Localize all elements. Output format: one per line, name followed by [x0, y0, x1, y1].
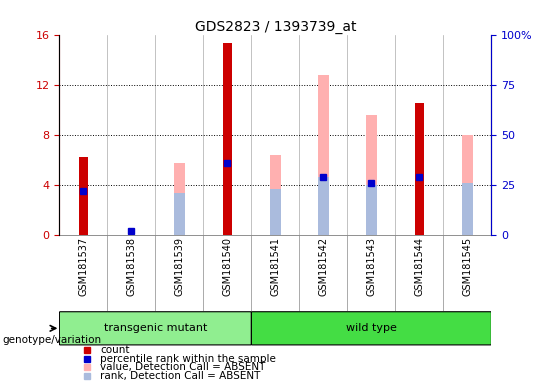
Text: GSM181542: GSM181542 [319, 237, 328, 296]
Title: GDS2823 / 1393739_at: GDS2823 / 1393739_at [194, 20, 356, 33]
Text: GSM181543: GSM181543 [367, 237, 376, 296]
Text: percentile rank within the sample: percentile rank within the sample [100, 354, 276, 364]
Bar [79, 157, 87, 235]
Bar [462, 183, 472, 235]
Text: count: count [100, 345, 130, 355]
Bar [174, 193, 185, 235]
Bar [462, 135, 472, 235]
Bar [270, 155, 281, 235]
Bar [415, 103, 424, 235]
Text: value, Detection Call = ABSENT: value, Detection Call = ABSENT [100, 362, 266, 372]
Bar [270, 189, 281, 235]
Text: GSM181539: GSM181539 [174, 237, 184, 296]
Text: transgenic mutant: transgenic mutant [104, 323, 207, 333]
Text: rank, Detection Call = ABSENT: rank, Detection Call = ABSENT [100, 371, 261, 381]
Text: GSM181544: GSM181544 [414, 237, 424, 296]
Bar [318, 74, 329, 235]
Bar [366, 185, 377, 235]
Bar [318, 177, 329, 235]
Bar [223, 43, 232, 235]
Text: GSM181537: GSM181537 [78, 237, 89, 296]
Text: GSM181545: GSM181545 [462, 237, 472, 296]
Text: GSM181538: GSM181538 [126, 237, 137, 296]
Text: GSM181541: GSM181541 [271, 237, 280, 296]
Bar [174, 163, 185, 235]
FancyBboxPatch shape [252, 312, 491, 345]
Text: GSM181540: GSM181540 [222, 237, 232, 296]
Text: genotype/variation: genotype/variation [3, 335, 102, 345]
Bar [366, 115, 377, 235]
FancyBboxPatch shape [59, 312, 252, 345]
Text: wild type: wild type [346, 323, 397, 333]
